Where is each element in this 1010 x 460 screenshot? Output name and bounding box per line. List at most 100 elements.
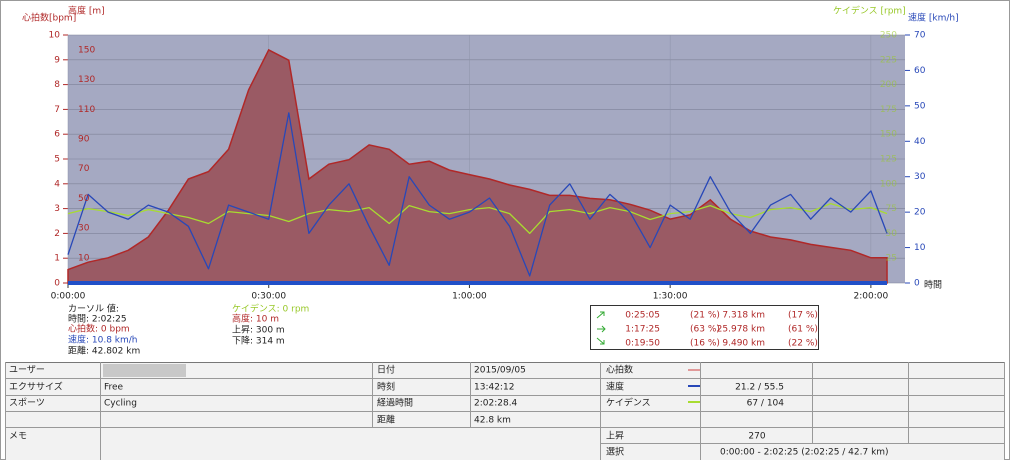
series-layer xyxy=(67,48,888,285)
y-axis-label: 心拍数[bpm] xyxy=(22,12,76,24)
y3-tick-label: 70 xyxy=(78,164,90,174)
y2-tick-label: 40 xyxy=(914,137,926,147)
cursor-time: 時間: 2:02:25 xyxy=(68,314,127,325)
cell-value: Cycling xyxy=(104,399,137,409)
cell-label: 経過時間 xyxy=(377,397,413,409)
y-tick-label: 8 xyxy=(54,80,60,90)
stats-cell: (17 %) xyxy=(788,311,818,321)
y-tick-label: 3 xyxy=(54,204,60,214)
y2-tick-label: 10 xyxy=(914,243,926,253)
y-tick-label: 2 xyxy=(54,229,60,239)
y3-tick-label: 50 xyxy=(78,194,90,204)
up-icon xyxy=(596,311,605,319)
cell-label: 距離 xyxy=(377,414,395,426)
y2-tick-label: 70 xyxy=(914,31,926,41)
cell-value: 270 xyxy=(748,432,765,442)
area xyxy=(67,48,888,284)
cell-value: 21.2 / 55.5 xyxy=(735,383,784,393)
stats-cell: (63 %) xyxy=(690,325,720,335)
stats-frame xyxy=(590,305,819,350)
cell-label: 上昇 xyxy=(606,431,624,442)
x-tick-label: 1:30:00 xyxy=(653,292,688,302)
y4-tick-label: 75 xyxy=(886,204,897,214)
y2-axis-label: 速度 [km/h] xyxy=(908,12,959,24)
cursor-speed: 速度: 10.8 km/h xyxy=(68,334,138,346)
stats-cell: (22 %) xyxy=(788,339,818,349)
cell-label: ユーザー xyxy=(9,365,45,376)
x-tick-label: 2:00:00 xyxy=(854,292,889,302)
y2-tick-label: 50 xyxy=(914,101,926,111)
y4-tick-label: 200 xyxy=(880,80,897,90)
cell-value: 2015/09/05 xyxy=(474,366,526,376)
y-tick-label: 9 xyxy=(54,55,60,65)
y4-tick-label: 150 xyxy=(880,130,897,140)
cell-label: 時刻 xyxy=(377,381,395,393)
cell-label: スポーツ xyxy=(9,398,45,409)
stats-cell: 25.978 km xyxy=(717,325,765,335)
stats-cell: (16 %) xyxy=(690,339,720,349)
y3-tick-label: 90 xyxy=(78,134,90,144)
stats-cell: 0:25:05 xyxy=(625,311,660,321)
y-tick-label: 7 xyxy=(54,105,60,115)
y4-tick-label: 250 xyxy=(880,31,897,41)
cell-label: メモ xyxy=(9,432,27,442)
cursor-hr: 心拍数: 0 bpm xyxy=(68,323,130,335)
y3-tick-label: 110 xyxy=(78,105,95,115)
y2-tick-label: 60 xyxy=(914,66,926,76)
cursor-title: カーソル 値: xyxy=(68,303,119,315)
cell-value: 0:00:00 - 2:02:25 (2:02:25 / 42.7 km) xyxy=(720,448,889,458)
x-tick-label: 0:30:00 xyxy=(251,292,286,302)
y4-tick-label: 225 xyxy=(880,55,897,65)
cell-label: エクササイズ xyxy=(9,381,63,393)
cursor-descent: 下降: 314 m xyxy=(232,335,285,347)
y4-tick-label: 175 xyxy=(880,105,897,115)
line xyxy=(67,112,888,277)
y4-tick-label: 100 xyxy=(880,179,897,189)
cursor-distance: 距離: 42.802 km xyxy=(68,345,140,357)
cell-value: Free xyxy=(104,383,124,393)
cell-label: 速度 xyxy=(606,381,624,393)
cursor-ascent: 上昇: 300 m xyxy=(232,325,285,336)
x-tick-label: 1:00:00 xyxy=(452,292,487,302)
down-icon xyxy=(596,337,605,345)
redacted-user xyxy=(103,364,186,377)
y2-tick-label: 30 xyxy=(914,172,926,182)
stats-cell: 1:17:25 xyxy=(625,325,660,335)
cursor-altitude: 高度: 10 m xyxy=(232,313,279,325)
y2-tick-label: 20 xyxy=(914,208,926,218)
y-tick-label: 6 xyxy=(54,130,60,140)
stats-cell: (21 %) xyxy=(690,311,720,321)
stats-box: 0:25:05 (21 %) 7.318 km (17 %) 1:17:25 (63 %)… xyxy=(590,305,819,350)
cursor-cadence: ケイデンス: 0 rpm xyxy=(232,303,309,315)
chart: 心拍数[bpm] 高度 [m] ケイデンス [rpm] 速度 [km/h] 時間… xyxy=(22,5,959,302)
stats-cell: 7.318 km xyxy=(722,311,765,321)
info-table: ユーザー エクササイズ Free スポーツ Cycling メモ 日付 2015… xyxy=(5,362,1005,460)
y3-axis-label: 高度 [m] xyxy=(68,5,105,17)
stats-cell: (61 %) xyxy=(788,325,818,335)
y4-tick-label: 50 xyxy=(886,229,898,239)
y4-tick-label: 25 xyxy=(886,254,897,264)
y3-tick-label: 30 xyxy=(78,224,90,234)
y3-tick-label: 10 xyxy=(78,253,90,263)
y-tick-label: 10 xyxy=(49,31,61,41)
y-tick-label: 5 xyxy=(54,155,60,165)
y3-tick-label: 130 xyxy=(78,75,95,85)
x-tick-label: 0:00:00 xyxy=(51,292,86,302)
y4-tick-label: 125 xyxy=(880,155,897,165)
y-tick-label: 1 xyxy=(54,254,60,264)
cell-label: ケイデンス xyxy=(606,397,651,409)
cell-label: 心拍数 xyxy=(606,364,633,376)
y2-tick-label: 0 xyxy=(914,279,920,289)
y3-tick-label: 150 xyxy=(78,45,95,55)
cell-label: 日付 xyxy=(377,365,395,376)
stats-cell: 9.490 km xyxy=(722,339,765,349)
cell-value: 2:02:28.4 xyxy=(474,399,518,409)
x-axis-label: 時間 xyxy=(924,280,942,291)
cell-value: 13:42:12 xyxy=(474,383,514,393)
y-tick-label: 4 xyxy=(54,179,60,189)
cell-label: 選択 xyxy=(606,446,624,458)
y4-axis-label: ケイデンス [rpm] xyxy=(833,5,906,17)
y-tick-label: 0 xyxy=(54,279,60,289)
line xyxy=(67,202,888,235)
